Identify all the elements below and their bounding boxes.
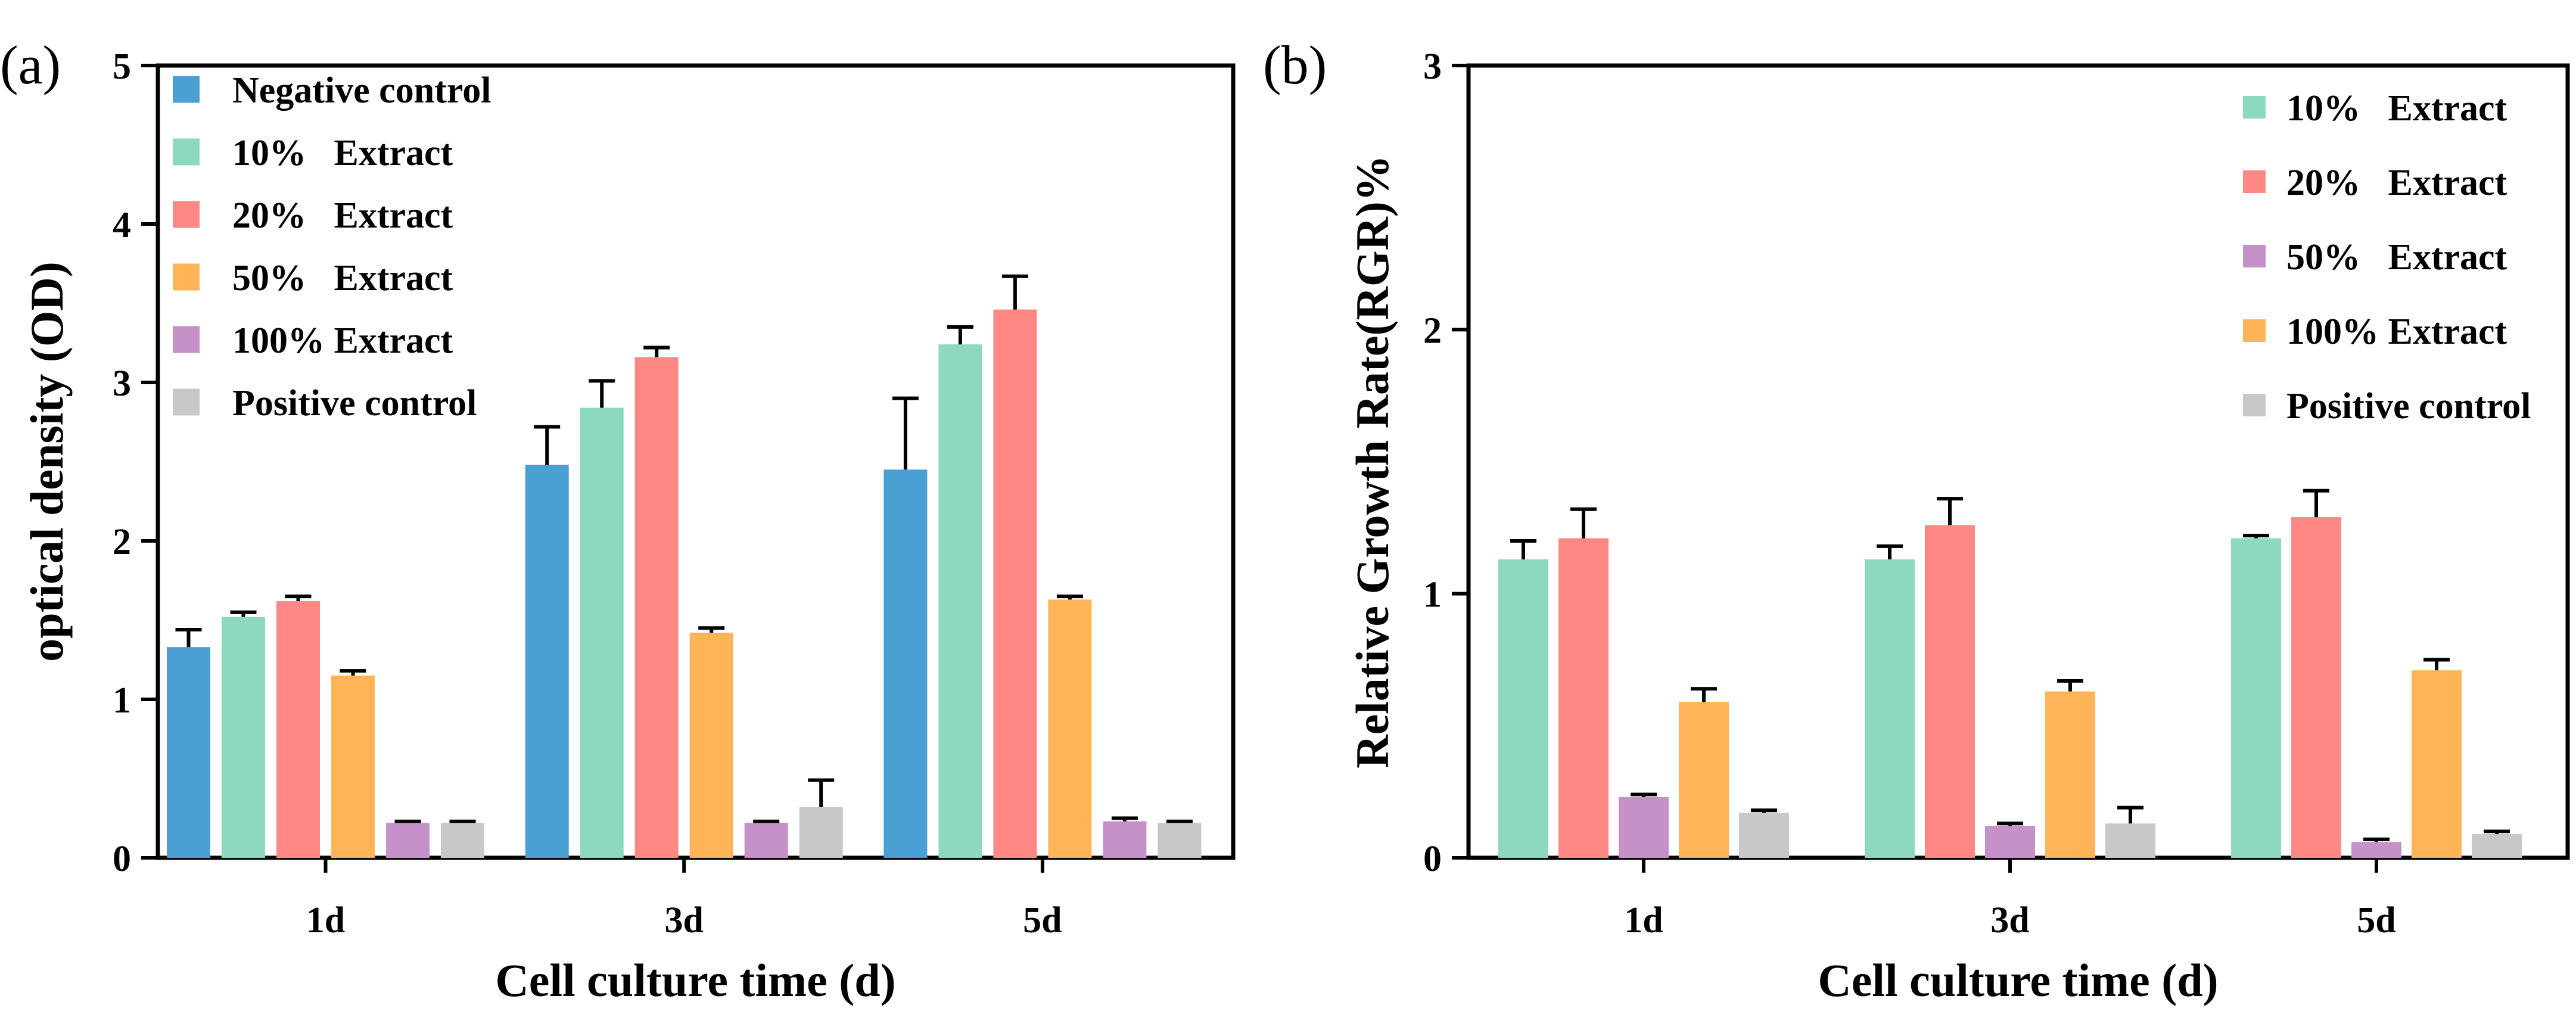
y-tick-label: 3 <box>1423 46 1442 87</box>
panel-label: (b) <box>1263 35 1327 95</box>
y-axis-title: optical density (OD) <box>21 262 73 662</box>
bar <box>1679 702 1729 858</box>
legend-label: Positive control <box>2286 386 2531 427</box>
bar <box>993 309 1037 858</box>
bar <box>2231 538 2281 858</box>
legend-label: 20% Extract <box>232 195 453 236</box>
legend-label: 10% Extract <box>2286 88 2507 129</box>
bar <box>744 823 788 858</box>
bar <box>441 823 484 858</box>
bar <box>883 469 928 858</box>
y-tick-label: 0 <box>1423 839 1442 879</box>
bar <box>580 407 624 858</box>
bar <box>689 633 733 858</box>
legend-label: 100% Extract <box>2286 312 2507 352</box>
bar <box>1619 797 1669 858</box>
legend-swatch <box>2243 170 2266 193</box>
bar <box>1048 599 1092 858</box>
y-tick-label: 1 <box>113 680 131 721</box>
legend-label: 10% Extract <box>232 133 453 173</box>
x-tick-label: 1d <box>1624 900 1663 941</box>
panel-b-chart: (b) 0 1 2 3 Relative Growth Rate(RGR)% Cell cu… <box>1263 35 2570 1006</box>
bar <box>276 601 320 858</box>
bar <box>634 357 679 858</box>
legend-swatch <box>173 326 200 353</box>
bar <box>1865 559 1915 858</box>
y-tick-label: 0 <box>113 839 131 879</box>
bar <box>1498 559 1548 858</box>
x-axis-title: Cell culture time (d) <box>495 954 895 1006</box>
legend-swatch <box>173 76 200 103</box>
legend-label: Negative control <box>232 70 491 111</box>
y-tick-label: 4 <box>113 205 131 245</box>
legend-swatch <box>2243 394 2266 416</box>
legend-swatch <box>2243 319 2266 342</box>
bar <box>2351 842 2401 858</box>
bar <box>2045 691 2095 858</box>
bar <box>1985 826 2035 858</box>
y-tick-label: 3 <box>113 363 131 404</box>
legend-swatch <box>173 201 200 228</box>
x-tick-label: 3d <box>1990 900 2029 941</box>
bar <box>167 647 210 858</box>
bar <box>2412 670 2462 858</box>
bar <box>525 465 569 858</box>
y-axis-title: Relative Growth Rate(RGR)% <box>1346 155 1398 768</box>
x-tick-label: 5d <box>1023 900 1062 941</box>
panel-label: (a) <box>0 35 61 95</box>
y-tick-label: 1 <box>1423 575 1442 615</box>
legend-swatch <box>173 263 200 291</box>
x-tick-label: 3d <box>664 900 703 941</box>
bar <box>2472 834 2522 858</box>
legend-swatch <box>173 138 200 166</box>
y-tick-label: 2 <box>1423 310 1442 351</box>
bar <box>938 344 982 858</box>
x-axis-title: Cell culture time (d) <box>1818 954 2218 1006</box>
bar <box>331 676 375 858</box>
legend-label: Positive control <box>232 383 477 424</box>
panel-a-chart: (a) 0 1 2 3 4 5 optical density (OD) Cell cultur… <box>0 35 1236 1006</box>
legend-label: 20% Extract <box>2286 163 2507 203</box>
legend-label: 50% Extract <box>2286 237 2507 278</box>
bar <box>799 807 843 858</box>
bar <box>1739 813 1789 858</box>
x-tick-label: 1d <box>306 900 345 941</box>
bar <box>386 823 430 858</box>
x-tick-label: 5d <box>2357 900 2395 941</box>
bar <box>1558 538 1609 858</box>
legend-label: 100% Extract <box>232 320 453 361</box>
bar <box>222 617 265 858</box>
bar <box>1158 823 1202 858</box>
bar <box>2291 517 2341 858</box>
bar <box>1925 525 1975 858</box>
y-tick-label: 5 <box>113 46 131 87</box>
y-tick-label: 2 <box>113 522 131 562</box>
bar <box>1103 821 1147 858</box>
legend-swatch <box>173 388 200 416</box>
legend-swatch <box>2243 245 2266 267</box>
legend-label: 50% Extract <box>232 258 453 298</box>
bar <box>2105 823 2155 858</box>
legend-swatch <box>2243 96 2266 119</box>
